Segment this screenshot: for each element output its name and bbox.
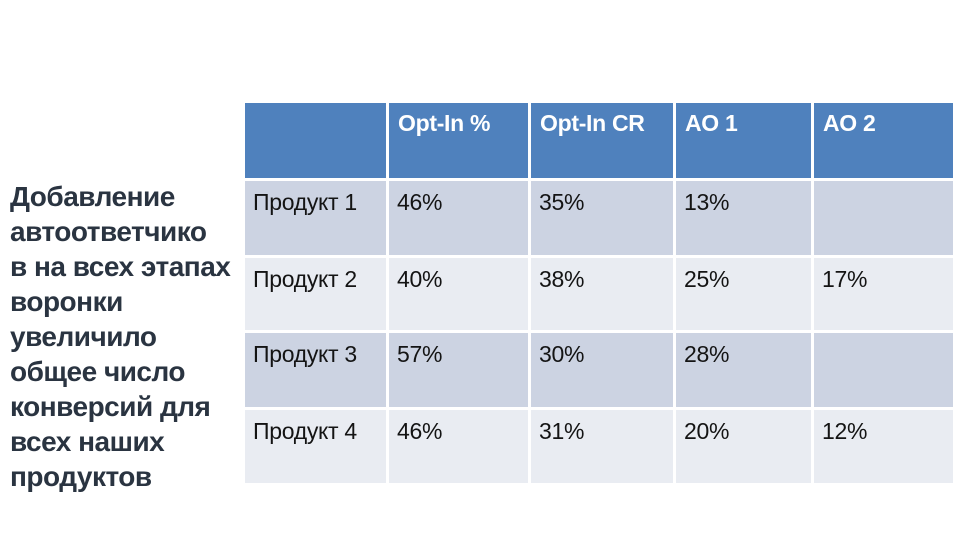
cell-value: 35% xyxy=(531,181,673,255)
annotation-line: Добавление xyxy=(10,181,175,212)
cell-value: 40% xyxy=(389,258,528,330)
column-header-ao2: AO 2 xyxy=(814,103,953,178)
annotation-line: продуктов xyxy=(10,461,152,492)
cell-value: 28% xyxy=(676,333,811,407)
cell-value: 20% xyxy=(676,410,811,483)
row-label: Продукт 3 xyxy=(245,333,386,407)
cell-value: 12% xyxy=(814,410,953,483)
data-table: Opt-In % Opt-In CR AO 1 AO 2 Продукт 1 4… xyxy=(245,103,953,483)
annotation-line: конверсий для xyxy=(10,391,211,422)
annotation-line: увеличило xyxy=(10,321,157,352)
cell-value: 30% xyxy=(531,333,673,407)
cell-value: 46% xyxy=(389,410,528,483)
row-label: Продукт 4 xyxy=(245,410,386,483)
column-header-blank xyxy=(245,103,386,178)
cell-value xyxy=(814,181,953,255)
cell-value xyxy=(814,333,953,407)
row-label: Продукт 2 xyxy=(245,258,386,330)
annotation-line: общее число xyxy=(10,356,186,387)
annotation-line: автоответчико xyxy=(10,216,207,247)
cell-value: 17% xyxy=(814,258,953,330)
annotation-text: Добавление автоответчико в на всех этапа… xyxy=(10,179,248,494)
row-label: Продукт 1 xyxy=(245,181,386,255)
annotation-line: в на всех этапах xyxy=(10,251,231,282)
cell-value: 25% xyxy=(676,258,811,330)
cell-value: 46% xyxy=(389,181,528,255)
cell-value: 13% xyxy=(676,181,811,255)
annotation-line: воронки xyxy=(10,286,123,317)
column-header-optin-pct: Opt-In % xyxy=(389,103,528,178)
column-header-ao1: AO 1 xyxy=(676,103,811,178)
cell-value: 31% xyxy=(531,410,673,483)
column-header-optin-cr: Opt-In CR xyxy=(531,103,673,178)
annotation-line: всех наших xyxy=(10,426,165,457)
cell-value: 38% xyxy=(531,258,673,330)
cell-value: 57% xyxy=(389,333,528,407)
